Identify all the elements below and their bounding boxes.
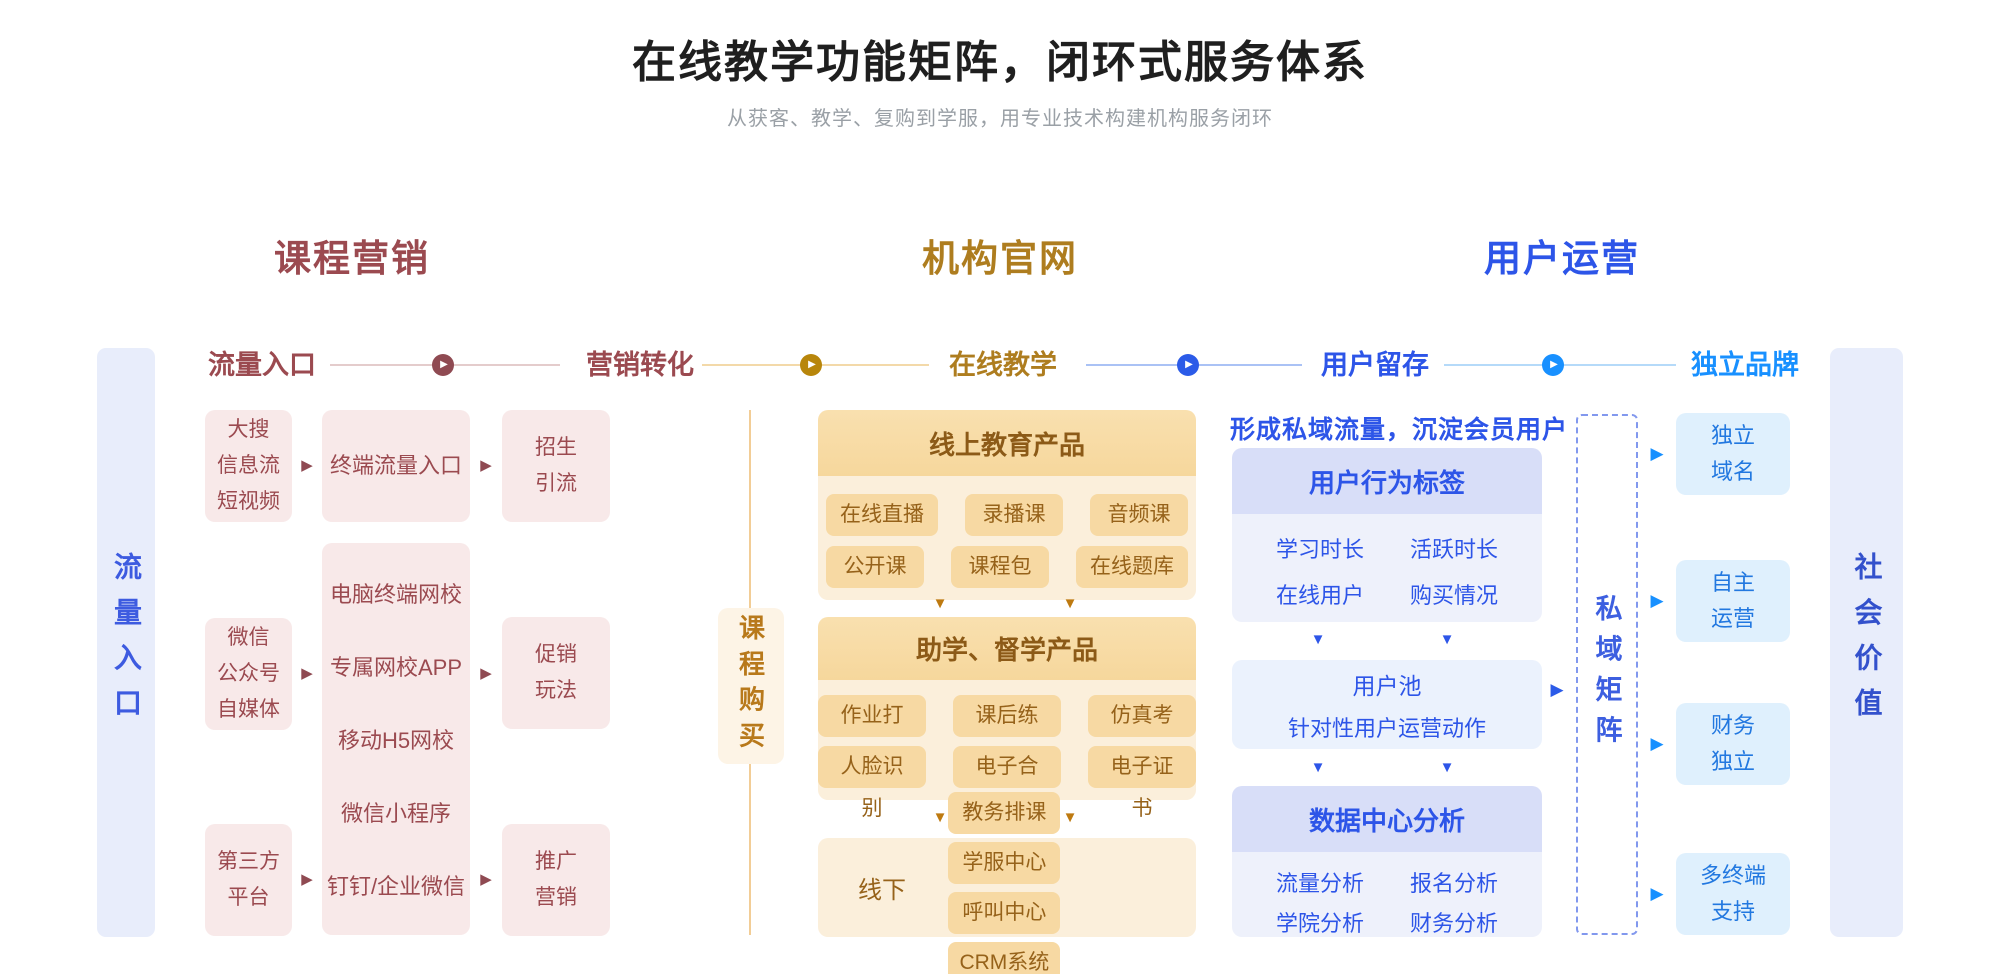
- brand-box-financial-independence: 财务 独立: [1676, 703, 1790, 785]
- online-products-header: 线上教育产品: [818, 410, 1196, 476]
- assist-products-header: 助学、督学产品: [818, 617, 1196, 680]
- right-sidebar-social-value: 社会价值: [1830, 348, 1903, 937]
- tag-recorded-class: 录播课: [965, 494, 1063, 536]
- conversion-box-promotion-play: 促销 玩法: [502, 617, 610, 729]
- source-box-wechat-media: 微信 公众号 自媒体: [205, 618, 292, 730]
- tag-homework-checkin: 作业打卡: [818, 695, 926, 769]
- arrow-right-icon: [477, 455, 495, 477]
- right-sidebar-label: 社会价值: [1851, 551, 1883, 734]
- data-center-panel: 流量分析 报名分析 学院分析 财务分析: [1232, 852, 1542, 937]
- arrow-right-icon: [1648, 883, 1666, 905]
- brand-box-independent-domain: 独立 域名: [1676, 413, 1790, 495]
- page-title: 在线教学功能矩阵，闭环式服务体系: [632, 38, 1368, 87]
- arrow-down-icon: [1308, 632, 1328, 648]
- metric-purchase-status: 购买情况: [1410, 583, 1499, 608]
- play-icon: [432, 354, 454, 376]
- channel-item-pc-school: 电脑终端网校: [329, 582, 462, 608]
- flow-stage-online-teaching: 在线教学: [949, 350, 1057, 380]
- left-sidebar-label: 流量入口: [111, 551, 142, 734]
- arrow-right-icon: [477, 663, 495, 685]
- channel-item-miniprogram: 微信小程序: [340, 800, 451, 826]
- tag-call-center: 呼叫中心: [948, 891, 1061, 934]
- offline-label: 线下: [858, 877, 906, 904]
- metric-finance-analysis: 财务分析: [1410, 911, 1499, 936]
- tag-after-class-practice: 课后练习: [953, 695, 1061, 769]
- source-box-third-party: 第三方 平台: [205, 824, 292, 936]
- play-icon: [800, 354, 822, 376]
- course-purchase-box: 课程购买: [718, 608, 784, 764]
- arrow-right-icon: [1548, 679, 1566, 701]
- arrow-down-icon: [1437, 632, 1457, 648]
- arrow-right-icon: [1648, 443, 1666, 465]
- tag-teaching-scheduling: 教务排课: [948, 791, 1061, 834]
- data-center-header: 数据中心分析: [1232, 786, 1542, 852]
- tag-open-class: 公开课: [826, 546, 924, 588]
- arrow-down-icon: [1308, 760, 1328, 776]
- tag-course-package: 课程包: [951, 546, 1049, 588]
- offline-panel: 线下 教务排课 学服中心 呼叫中心 CRM系统: [818, 791, 1196, 974]
- metric-college-analysis: 学院分析: [1275, 911, 1364, 936]
- tag-e-contract: 电子合同: [953, 746, 1061, 820]
- user-behavior-header: 用户行为标签: [1232, 448, 1542, 514]
- tag-e-certificate: 电子证书: [1088, 746, 1196, 820]
- tag-live-class: 在线直播: [826, 494, 938, 536]
- private-domain-note: 形成私域流量，沉淀会员用户: [1230, 416, 1569, 444]
- tag-online-question-bank: 在线题库: [1076, 546, 1188, 588]
- assist-products-panel: 作业打卡 课后练习 仿真考试 人脸识别 电子合同 电子证书: [818, 680, 1196, 820]
- brand-box-self-operation: 自主 运营: [1676, 560, 1790, 642]
- arrow-down-icon: [930, 810, 950, 826]
- section-title-institution-site: 机构官网: [922, 238, 1078, 279]
- flow-stage-independent-brand: 独立品牌: [1691, 350, 1799, 380]
- metric-traffic-analysis: 流量分析: [1275, 871, 1364, 896]
- play-icon: [1542, 354, 1564, 376]
- metric-online-users: 在线用户: [1275, 583, 1364, 608]
- arrow-down-icon: [930, 596, 950, 612]
- online-products-panel: 在线直播 录播课 音频课 公开课 课程包 在线题库: [818, 476, 1196, 600]
- course-purchase-label: 课程购买: [735, 614, 766, 758]
- arrow-down-icon: [1437, 760, 1457, 776]
- tag-mock-exam: 仿真考试: [1088, 695, 1196, 769]
- metric-enrollment-analysis: 报名分析: [1410, 871, 1499, 896]
- private-domain-matrix-label: 私域矩阵: [1591, 593, 1622, 756]
- arrow-right-icon: [298, 663, 316, 685]
- tag-audio-class: 音频课: [1090, 494, 1188, 536]
- terminal-channel-list: 电脑终端网校 专属网校APP 移动H5网校 微信小程序 钉钉/企业微信: [322, 543, 470, 935]
- user-pool-desc: 针对性用户运营动作: [1287, 715, 1486, 741]
- play-icon: [1177, 354, 1199, 376]
- tag-student-service-center: 学服中心: [948, 841, 1061, 884]
- conversion-box-promo-marketing: 推广 营销: [502, 824, 610, 936]
- brand-box-multi-terminal: 多终端 支持: [1676, 853, 1790, 935]
- tag-crm-system: CRM系统: [948, 941, 1061, 974]
- user-behavior-panel: 学习时长 活跃时长 在线用户 购买情况: [1232, 514, 1542, 622]
- section-title-user-operation: 用户运营: [1484, 238, 1640, 279]
- conversion-box-enrollment: 招生 引流: [502, 410, 610, 522]
- page-subtitle: 从获客、教学、复购到学服，用专业技术构建机构服务闭环: [727, 108, 1273, 130]
- arrow-right-icon: [298, 455, 316, 477]
- arrow-right-icon: [1648, 590, 1666, 612]
- flow-stage-traffic-entry: 流量入口: [208, 350, 316, 380]
- section-title-course-marketing: 课程营销: [274, 238, 430, 279]
- channel-item-dingtalk-wecom: 钉钉/企业微信: [326, 873, 466, 899]
- private-domain-matrix-box: 私域矩阵: [1576, 414, 1638, 935]
- terminal-traffic-box: 终端流量入口: [322, 410, 470, 522]
- user-pool-box: 用户池 针对性用户运营动作: [1232, 660, 1542, 749]
- arrow-right-icon: [1648, 733, 1666, 755]
- flow-stage-user-retention: 用户留存: [1321, 350, 1429, 380]
- tag-face-recognition: 人脸识别: [818, 746, 926, 820]
- arrow-right-icon: [477, 869, 495, 891]
- left-sidebar-traffic-entry: 流量入口: [97, 348, 155, 937]
- source-box-search-feeds-video: 大搜 信息流 短视频: [205, 410, 292, 522]
- channel-item-h5: 移动H5网校: [337, 727, 455, 753]
- metric-study-duration: 学习时长: [1275, 537, 1364, 562]
- metric-active-duration: 活跃时长: [1410, 537, 1499, 562]
- user-pool-title: 用户池: [1352, 672, 1422, 699]
- channel-item-app: 专属网校APP: [329, 655, 463, 681]
- arrow-right-icon: [298, 869, 316, 891]
- arrow-down-icon: [1060, 596, 1080, 612]
- flow-stage-marketing-conversion: 营销转化: [586, 350, 694, 380]
